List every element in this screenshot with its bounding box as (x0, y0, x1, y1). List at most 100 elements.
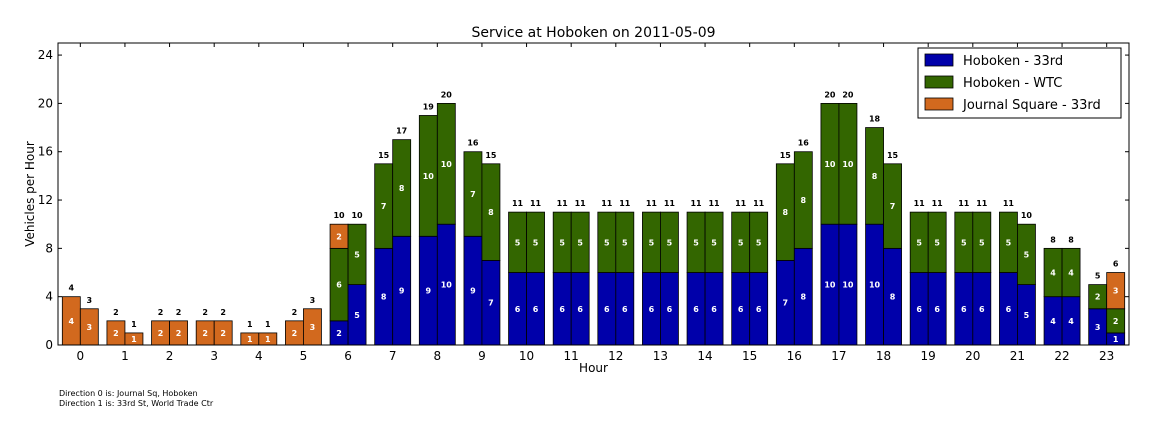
legend-label-journal-square-33rd: Journal Square - 33rd (962, 98, 1101, 113)
bar-total-label: 1 (265, 320, 271, 329)
x-tick-label: 7 (389, 349, 397, 363)
segment-value-label: 6 (622, 305, 628, 314)
segment-value-label: 5 (693, 238, 699, 247)
segment-value-label: 5 (711, 238, 717, 247)
segment-value-label: 4 (1068, 317, 1074, 326)
bar-total-label: 2 (158, 308, 164, 317)
bar-total-label: 8 (1050, 235, 1056, 244)
x-axis-ticks: 0 1 2 3 4 5 6 7 8 9 10 11 12 13 14 15 16 17 18 19 20 21 22 23 (76, 43, 1114, 363)
bar-segment-hoboken-wtc-dir1 (1061, 247, 1081, 298)
segment-value-label: 8 (872, 172, 878, 181)
segment-value-label: 6 (1006, 305, 1012, 314)
bar-total-label: 10 (1021, 211, 1033, 220)
bar-total-label: 2 (113, 308, 119, 317)
bar-total-label: 11 (664, 199, 676, 208)
bar-segment-hoboken-wtc-dir1 (436, 103, 456, 225)
bar-total-label: 8 (1068, 235, 1074, 244)
segment-value-label: 6 (649, 305, 655, 314)
bar-total-label: 18 (869, 115, 881, 124)
segment-value-label: 10 (441, 281, 453, 290)
segment-value-label: 7 (381, 202, 387, 211)
segment-value-label: 2 (113, 329, 119, 338)
bar-total-label: 6 (1113, 260, 1119, 269)
segment-value-label: 5 (533, 238, 539, 247)
legend-label-hoboken-33rd: Hoboken - 33rd (963, 54, 1063, 69)
bar-total-label: 11 (1003, 199, 1015, 208)
x-tick-label: 16 (787, 349, 802, 363)
segment-value-label: 6 (559, 305, 565, 314)
footnote-direction-0: Direction 0 is: Journal Sq, Hoboken (59, 389, 198, 398)
bar-total-label: 11 (753, 199, 765, 208)
segment-value-label: 5 (756, 238, 762, 247)
bar-total-label: 17 (396, 127, 407, 136)
bar-total-label: 11 (601, 199, 613, 208)
y-tick-label: 8 (45, 241, 53, 255)
bar-total-label: 11 (575, 199, 587, 208)
bar-total-label: 11 (708, 199, 720, 208)
stacked-bar-chart: Service at Hoboken on 2011-05-09 Hour Ve… (23, 25, 1130, 375)
x-tick-label: 18 (876, 349, 891, 363)
segment-value-label: 5 (979, 238, 985, 247)
legend: Hoboken - 33rd Hoboken - WTC Journal Squ… (917, 47, 1122, 119)
x-tick-label: 12 (608, 349, 623, 363)
segment-value-label: 10 (824, 281, 836, 290)
legend-swatch-hoboken-wtc (924, 75, 954, 89)
bar-segment-hoboken-wtc-dir1 (660, 211, 679, 273)
x-tick-label: 19 (921, 349, 936, 363)
segment-value-label: 8 (801, 293, 807, 302)
segment-value-label: 10 (842, 281, 854, 290)
segment-value-label: 2 (176, 329, 182, 338)
x-tick-label: 22 (1054, 349, 1069, 363)
segment-value-label: 9 (470, 287, 476, 296)
segment-value-label: 8 (801, 196, 807, 205)
x-tick-label: 17 (831, 349, 846, 363)
bar-total-label: 11 (735, 199, 747, 208)
segment-value-label: 5 (1024, 250, 1030, 259)
bar-total-label: 2 (202, 308, 208, 317)
segment-value-label: 6 (604, 305, 610, 314)
bar-total-label: 11 (690, 199, 702, 208)
bar-total-label: 3 (87, 296, 93, 305)
x-tick-label: 15 (742, 349, 757, 363)
bar-segment-hoboken-wtc-dir1 (1017, 223, 1036, 285)
y-axis-label: Vehicles per Hour (23, 141, 37, 247)
bar-segment-hoboken-wtc-dir1 (347, 223, 367, 285)
bar-segment-hoboken-wtc-dir1 (526, 211, 545, 273)
segment-value-label: 6 (916, 305, 922, 314)
bar-total-label: 2 (176, 308, 182, 317)
x-tick-label: 14 (697, 349, 712, 363)
segment-value-label: 6 (577, 305, 583, 314)
bar-total-label: 2 (220, 308, 226, 317)
x-tick-label: 13 (653, 349, 668, 363)
bar-total-label: 2 (292, 308, 298, 317)
segment-value-label: 10 (423, 172, 435, 181)
x-tick-label: 8 (433, 349, 441, 363)
bar-total-label: 11 (619, 199, 631, 208)
segment-value-label: 6 (934, 305, 940, 314)
segment-value-label: 6 (693, 305, 699, 314)
segment-value-label: 10 (842, 160, 854, 169)
segment-value-label: 5 (934, 238, 940, 247)
segment-value-label: 6 (667, 305, 673, 314)
x-tick-label: 10 (519, 349, 534, 363)
y-tick-label: 16 (38, 145, 53, 159)
x-tick-label: 6 (344, 349, 352, 363)
bar-segment-hoboken-wtc-dir1 (883, 163, 902, 249)
plot-frame (57, 42, 1130, 346)
segment-value-label: 2 (220, 329, 226, 338)
segment-value-label: 2 (1095, 293, 1101, 302)
bar-segment-hoboken-wtc-dir1 (972, 211, 992, 273)
segment-value-label: 8 (399, 184, 405, 193)
bar-total-label: 11 (932, 199, 944, 208)
segment-value-label: 5 (1024, 311, 1030, 320)
segment-value-label: 10 (869, 281, 881, 290)
segment-value-label: 8 (488, 208, 494, 217)
segment-value-label: 2 (336, 329, 342, 338)
y-tick-label: 24 (38, 48, 53, 62)
segment-value-label: 2 (202, 329, 208, 338)
data-labels: 4433221122222222111122332621055108715981… (69, 90, 1119, 344)
segment-value-label: 6 (336, 281, 342, 290)
segment-value-label: 5 (604, 238, 610, 247)
segment-value-label: 6 (961, 305, 967, 314)
segment-value-label: 10 (824, 160, 836, 169)
